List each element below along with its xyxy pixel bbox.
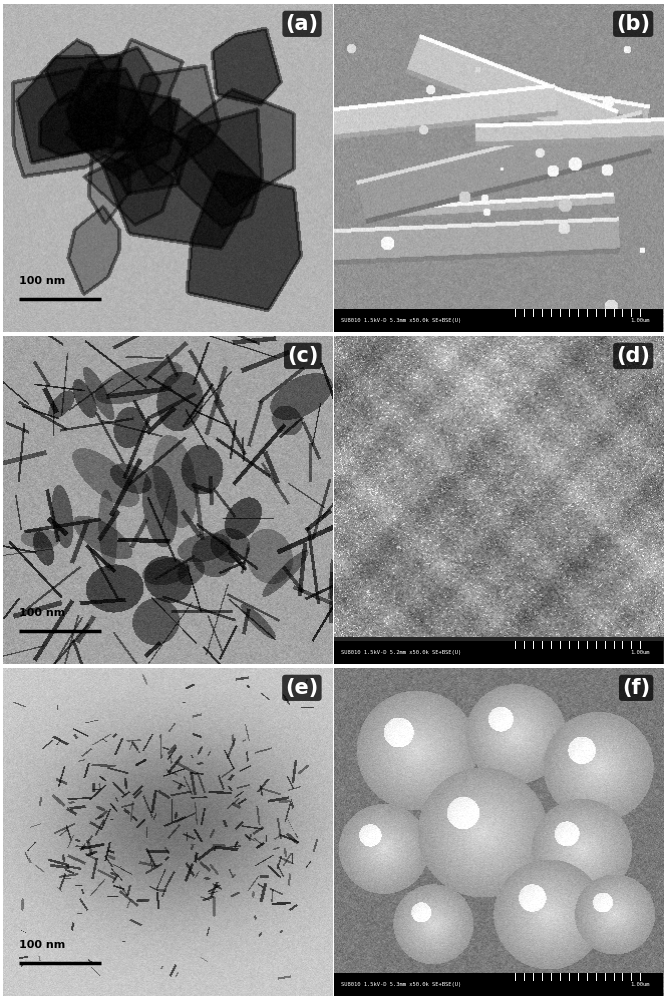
- Text: SU8010 1.5kV-D 5.3mm x50.0k SE+BSE(U): SU8010 1.5kV-D 5.3mm x50.0k SE+BSE(U): [341, 982, 461, 987]
- Text: 1.00um: 1.00um: [631, 318, 650, 323]
- Bar: [334, 973, 663, 996]
- Text: 100 nm: 100 nm: [19, 940, 65, 950]
- Text: (a): (a): [286, 14, 318, 34]
- Text: (f): (f): [622, 678, 650, 698]
- Text: (c): (c): [287, 346, 318, 366]
- Text: 1.00um: 1.00um: [631, 650, 650, 655]
- Text: (b): (b): [616, 14, 650, 34]
- Text: (e): (e): [285, 678, 318, 698]
- Text: 100 nm: 100 nm: [19, 276, 65, 286]
- Text: 1.00um: 1.00um: [631, 982, 650, 987]
- Bar: [334, 309, 663, 332]
- Text: (d): (d): [616, 346, 650, 366]
- Text: SU8010 1.5kV-D 5.3mm x50.0k SE+BSE(U): SU8010 1.5kV-D 5.3mm x50.0k SE+BSE(U): [341, 318, 461, 323]
- Bar: [334, 641, 663, 664]
- Text: 100 nm: 100 nm: [19, 608, 65, 618]
- Text: SU8010 1.5kV-D 5.2mm x50.0k SE+BSE(U): SU8010 1.5kV-D 5.2mm x50.0k SE+BSE(U): [341, 650, 461, 655]
